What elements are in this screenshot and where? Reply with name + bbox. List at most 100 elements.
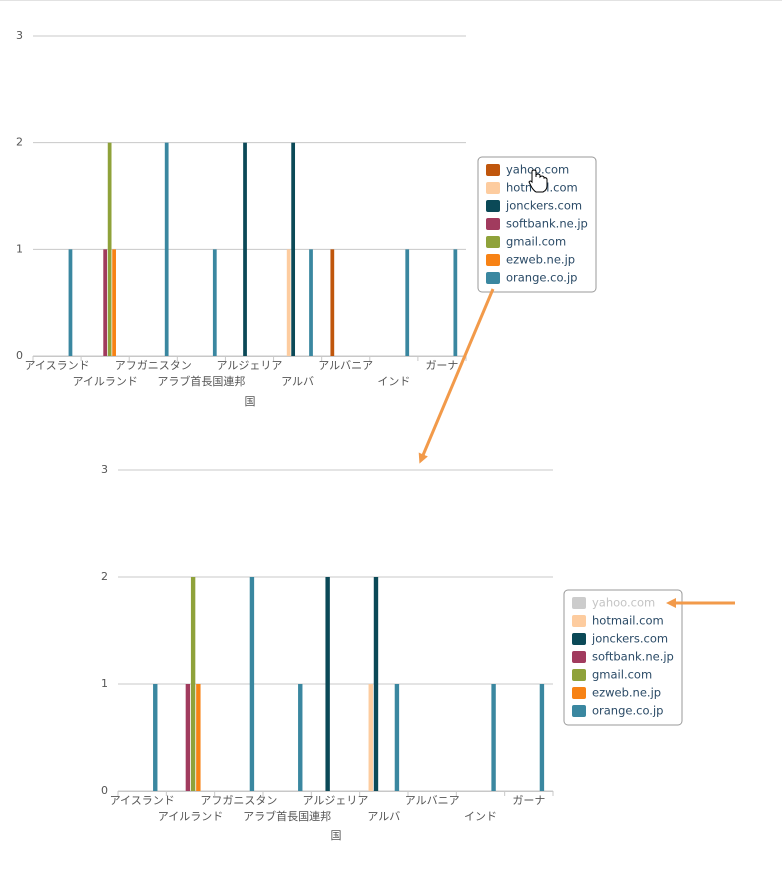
x-tick-label: アイスランド xyxy=(24,359,89,372)
bar xyxy=(112,249,116,356)
bar xyxy=(103,249,108,356)
legend-swatch xyxy=(486,272,500,284)
bar xyxy=(291,142,296,356)
bar xyxy=(330,249,335,356)
x-tick-label: ガーナ xyxy=(512,794,545,807)
x-tick-label: アルバニア xyxy=(318,359,373,372)
legend-item[interactable]: ezweb.ne.jp xyxy=(486,253,575,267)
legend-label: gmail.com xyxy=(506,235,566,249)
y-tick-label: 2 xyxy=(101,570,108,583)
x-tick-label: アラブ首長国連邦 xyxy=(157,374,245,388)
y-tick-label: 2 xyxy=(16,136,23,149)
legend-label: gmail.com xyxy=(592,668,652,682)
legend-label: yahoo.com xyxy=(592,596,655,610)
x-tick-label: アルジェリア xyxy=(303,794,369,807)
legend-item[interactable]: yahoo.com xyxy=(486,163,569,177)
legend-swatch xyxy=(572,597,586,609)
legend-swatch xyxy=(486,236,500,248)
x-tick-label: インド xyxy=(377,375,410,388)
x-tick-label: インド xyxy=(464,810,497,823)
x-tick-label: アイルランド xyxy=(72,375,137,388)
x-tick-label: アラブ首長国連邦 xyxy=(243,809,331,823)
legend-swatch xyxy=(486,200,500,212)
legend-box xyxy=(477,156,597,293)
bar xyxy=(185,684,191,791)
legend-label: orange.co.jp xyxy=(506,271,577,285)
bar xyxy=(190,577,196,791)
legend-swatch xyxy=(572,669,586,681)
x-tick-label: アフガニスタン xyxy=(200,794,277,807)
bar xyxy=(325,577,330,791)
legend-label: jonckers.com xyxy=(591,632,668,646)
legend-label: ezweb.ne.jp xyxy=(506,253,575,267)
bar xyxy=(196,684,201,791)
legend: yahoo.comhotmail.comjonckers.comsoftbank… xyxy=(477,156,597,293)
bar xyxy=(539,684,545,791)
legend-item[interactable]: ezweb.ne.jp xyxy=(572,686,661,700)
legend-swatch xyxy=(572,687,586,699)
annotation-arrow xyxy=(418,288,495,464)
y-tick-label: 3 xyxy=(16,29,23,42)
x-axis-title: 国 xyxy=(331,829,342,842)
bar xyxy=(373,577,379,791)
bar xyxy=(243,142,247,356)
bar xyxy=(491,684,496,791)
legend-label: orange.co.jp xyxy=(592,704,663,718)
y-tick-label: 3 xyxy=(101,463,108,476)
x-tick-label: アフガニスタン xyxy=(115,359,192,372)
legend-label: softbank.ne.jp xyxy=(506,217,588,231)
x-tick-label: アルバニア xyxy=(405,794,460,807)
legend-item[interactable]: jonckers.com xyxy=(572,632,668,646)
bar xyxy=(286,249,291,356)
bar xyxy=(249,577,255,791)
x-tick-label: アルバ xyxy=(281,375,314,388)
legend: yahoo.com hotmail.com jonckers.com softbank… xyxy=(563,589,683,726)
legend-label: jonckers.com xyxy=(505,199,582,213)
bar xyxy=(107,142,112,356)
bar xyxy=(153,684,158,791)
legend-swatch xyxy=(572,651,586,663)
legend-swatch xyxy=(572,705,586,717)
legend-item[interactable]: gmail.com xyxy=(486,235,566,249)
cursor xyxy=(528,169,548,193)
bar xyxy=(405,249,410,356)
y-tick-label: 0 xyxy=(101,784,108,797)
legend-label: yahoo.com xyxy=(506,163,569,177)
bar xyxy=(368,684,373,791)
bar xyxy=(164,142,169,356)
legend-item[interactable]: yahoo.com xyxy=(572,596,655,610)
bar xyxy=(298,684,303,791)
legend-label: hotmail.com xyxy=(592,614,664,628)
legend-item[interactable]: hotmail.com xyxy=(572,614,664,628)
y-tick-label: 0 xyxy=(16,349,23,362)
x-axis-title: 国 xyxy=(245,395,256,408)
legend-item[interactable]: jonckers.com xyxy=(486,199,582,213)
legend-label: softbank.ne.jp xyxy=(592,650,674,664)
legend-swatch xyxy=(572,633,586,645)
x-tick-label: アルジェリア xyxy=(217,359,283,372)
legend-swatch xyxy=(572,615,586,627)
legend-item[interactable]: orange.co.jp xyxy=(572,704,663,718)
legend-item[interactable]: softbank.ne.jp xyxy=(486,217,588,231)
legend-swatch xyxy=(486,218,500,230)
y-tick-label: 1 xyxy=(16,242,23,255)
legend-label: ezweb.ne.jp xyxy=(592,686,661,700)
bar xyxy=(394,684,400,791)
legend-box xyxy=(563,589,683,726)
x-tick-label: アルバ xyxy=(367,810,400,823)
legend-swatch xyxy=(486,254,500,266)
legend-item[interactable]: gmail.com xyxy=(572,668,652,682)
y-tick-label: 1 xyxy=(101,677,108,690)
bar xyxy=(68,249,73,356)
bar xyxy=(212,249,217,356)
legend-swatch xyxy=(486,182,500,194)
x-tick-label: アイルランド xyxy=(158,810,223,823)
legend-swatch xyxy=(486,164,500,176)
x-tick-label: アイスランド xyxy=(110,794,175,807)
bar xyxy=(309,249,313,356)
bar xyxy=(453,249,458,356)
legend-item[interactable]: softbank.ne.jp xyxy=(572,650,674,664)
legend-item[interactable]: orange.co.jp xyxy=(486,271,577,285)
